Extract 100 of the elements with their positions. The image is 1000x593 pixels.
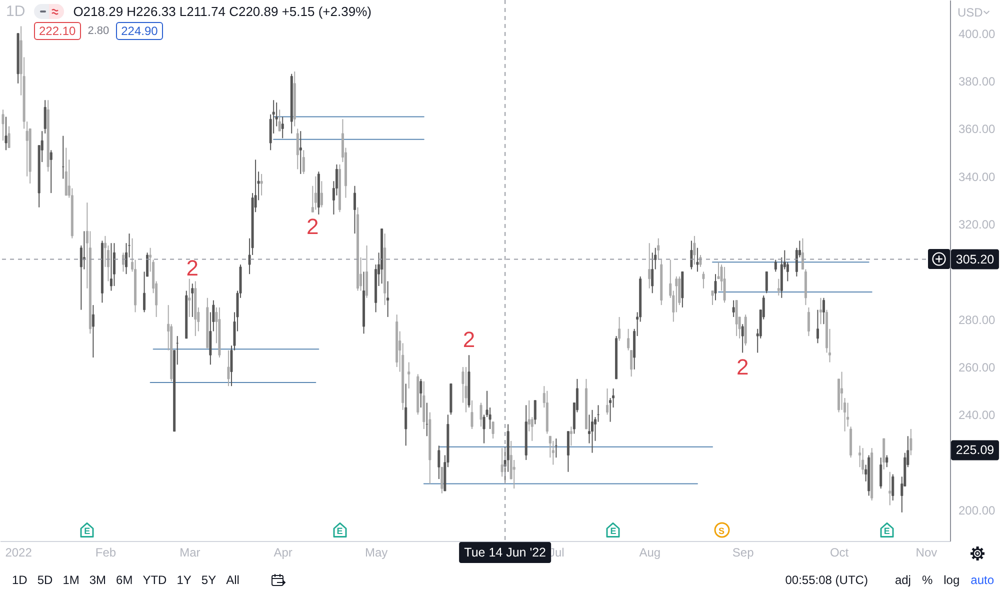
- y-tick-label: 360.00: [958, 122, 996, 136]
- candlestick: [44, 100, 46, 134]
- candlestick: [606, 388, 609, 416]
- candlestick: [657, 238, 660, 260]
- candlestick: [64, 147, 68, 196]
- candlestick: [528, 400, 530, 432]
- y-tick-label: 320.00: [958, 218, 996, 232]
- candlestick: [819, 297, 822, 325]
- candlestick: [846, 402, 850, 428]
- x-tick-label: May: [364, 546, 388, 560]
- candlestick: [440, 466, 444, 494]
- annotation: 224.90: [116, 22, 163, 40]
- candlestick: [386, 280, 390, 318]
- candlestick: [512, 459, 516, 490]
- candlestick: [732, 300, 735, 318]
- candlestick: [404, 383, 408, 446]
- candlestick: [227, 350, 230, 387]
- candlestick: [4, 116, 8, 151]
- annotation: E: [332, 525, 348, 537]
- candlestick: [648, 242, 651, 289]
- candlestick: [353, 185, 356, 234]
- candlestick: [534, 400, 536, 425]
- candlestick: [92, 304, 94, 358]
- candlestick: [717, 262, 720, 280]
- candlestick: [480, 402, 482, 428]
- ref-line-label: Tue 14 Jun '22: [464, 546, 546, 560]
- candlestick: [281, 116, 284, 139]
- candlestick: [714, 274, 717, 301]
- annotation: 222.10: [34, 22, 81, 40]
- candlestick: [807, 306, 810, 337]
- candlestick: [723, 266, 726, 304]
- x-tick-label: Feb: [95, 546, 116, 560]
- annotation: 2.80: [88, 25, 110, 37]
- candlestick: [882, 438, 886, 470]
- annotation: E: [878, 525, 895, 537]
- candlestick: [741, 324, 744, 354]
- annotation: E: [605, 525, 622, 537]
- text: adj % log auto: [894, 573, 994, 587]
- candlestick: [420, 378, 422, 408]
- candlestick: [500, 448, 504, 478]
- annotation: 2: [736, 354, 749, 380]
- candlestick: [122, 252, 125, 272]
- candlestick: [693, 235, 696, 266]
- x-tick-label: Aug: [639, 546, 661, 560]
- candlestick: [570, 426, 572, 446]
- candlestick: [886, 454, 888, 468]
- candlestick: [765, 271, 768, 294]
- y-tick-label: 380.00: [958, 74, 996, 89]
- y-tick-label: 280.00: [958, 312, 996, 327]
- x-tick-label: Oct: [830, 546, 850, 560]
- candlestick: [862, 448, 864, 475]
- x-tick-label: 2022: [5, 546, 32, 560]
- candlestick: [888, 471, 892, 506]
- x-tick-label: Mar: [180, 546, 200, 560]
- candlestick: [191, 283, 194, 318]
- candlestick: [675, 276, 678, 313]
- annotation: 2: [462, 327, 476, 352]
- candlestick: [296, 128, 299, 170]
- candlestick: [278, 109, 281, 132]
- candlestick: [366, 244, 368, 298]
- ref-line-label: 305.20: [956, 252, 994, 266]
- y-tick-label: 400.00: [958, 26, 996, 41]
- candlestick: [299, 130, 302, 174]
- candlestick: [822, 297, 825, 325]
- text: 225.09: [956, 443, 994, 458]
- candlestick: [566, 430, 570, 472]
- y-tick-label: 200.00: [958, 504, 996, 518]
- y-tick-label: 260.00: [958, 360, 996, 375]
- candlestick: [50, 150, 52, 194]
- candlestick: [618, 316, 621, 342]
- annotation: 2: [306, 214, 319, 240]
- candlestick: [801, 238, 804, 270]
- candlestick: [492, 421, 494, 440]
- candlestick: [408, 362, 410, 389]
- candlestick: [188, 278, 191, 318]
- candlestick: [464, 366, 468, 413]
- annotation: S: [714, 525, 730, 537]
- candlestick: [2, 109, 4, 142]
- candlestick: [470, 400, 474, 430]
- y-axis-title: USD: [958, 6, 984, 20]
- candlestick: [314, 176, 317, 210]
- text: 00:55:08 (UTC): [785, 573, 868, 587]
- candlestick: [8, 126, 10, 148]
- candlestick: [711, 290, 714, 306]
- annotation: 2: [186, 256, 199, 281]
- candlestick: [777, 278, 780, 296]
- y-tick-label: 240.00: [958, 408, 996, 422]
- candlestick: [690, 240, 693, 270]
- candlestick: [696, 247, 699, 272]
- candlestick: [438, 445, 440, 480]
- text: 1D 5D 1M 3M 6M YTD 1Y 5Y All: [12, 573, 240, 587]
- candlestick: [552, 440, 554, 466]
- candlestick: [320, 180, 323, 208]
- candlestick: [774, 259, 777, 272]
- candlestick: [651, 252, 654, 294]
- candlestick: [910, 428, 912, 456]
- candlestick: [302, 150, 305, 174]
- candlestick: [840, 371, 844, 410]
- y-tick-label: 340.00: [958, 170, 996, 184]
- candlestick: [892, 474, 894, 501]
